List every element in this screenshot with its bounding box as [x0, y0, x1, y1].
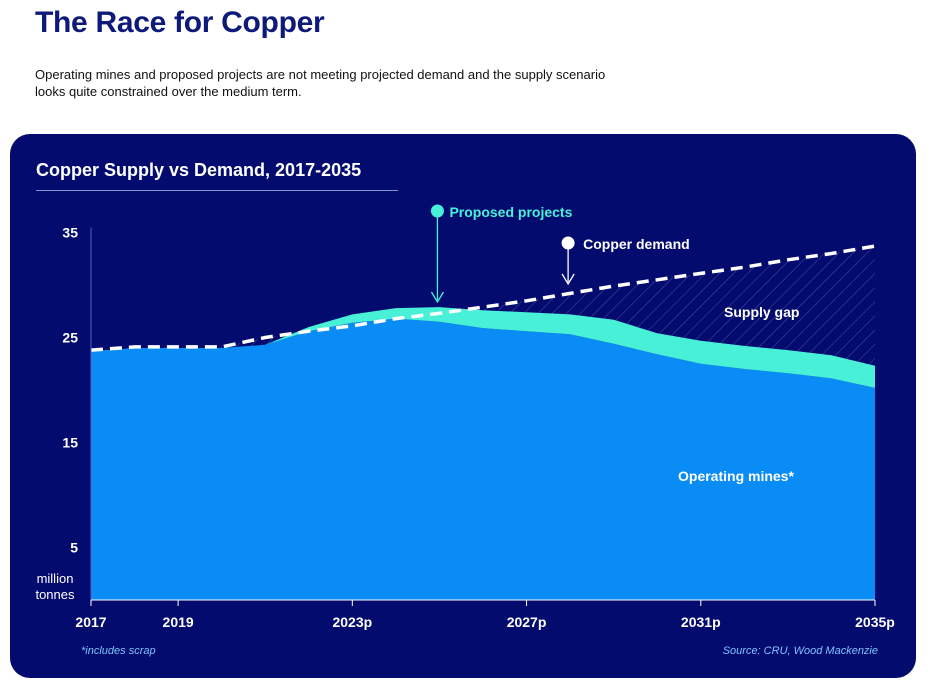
proposed-projects-label: Proposed projects: [449, 204, 572, 220]
x-tick-label: 2017: [75, 614, 106, 630]
chart-source: Source: CRU, Wood Mackenzie: [722, 645, 878, 657]
proposed-projects-marker: [430, 204, 444, 218]
y-tick-label: 25: [62, 330, 78, 346]
copper-demand-marker: [561, 236, 575, 250]
x-tick-label: 2031p: [681, 614, 721, 630]
supply-gap-label: Supply gap: [724, 304, 799, 320]
x-tick-label: 2023p: [332, 614, 372, 630]
chart-panel: Copper Supply vs Demand, 2017-2035 5 15 25…: [10, 134, 916, 678]
y-axis-unit-label: tonnes: [35, 587, 75, 602]
copper-demand-label: Copper demand: [583, 236, 690, 252]
copper-demand-arrowhead: [561, 273, 575, 286]
page-subtitle: Operating mines and proposed projects ar…: [35, 67, 606, 99]
operating-mines-area: [91, 318, 875, 600]
x-tick-label: 2019: [163, 614, 194, 630]
y-axis-unit-label: million: [37, 571, 74, 586]
x-tick-label: 2027p: [507, 614, 547, 630]
y-tick-label: 5: [70, 540, 78, 556]
y-tick-label: 35: [62, 225, 78, 241]
x-tick-label: 2035p: [855, 614, 895, 630]
chart-title: Copper Supply vs Demand, 2017-2035: [36, 160, 362, 180]
proposed-projects-arrowhead: [430, 291, 445, 304]
page-title: The Race for Copper: [35, 6, 325, 39]
proposed-projects-area: [91, 307, 875, 388]
chart-footnote: *includes scrap: [81, 645, 156, 657]
y-tick-label: 15: [62, 435, 78, 451]
operating-mines-label: Operating mines*: [678, 468, 794, 484]
chart-title-divider: [36, 190, 398, 191]
